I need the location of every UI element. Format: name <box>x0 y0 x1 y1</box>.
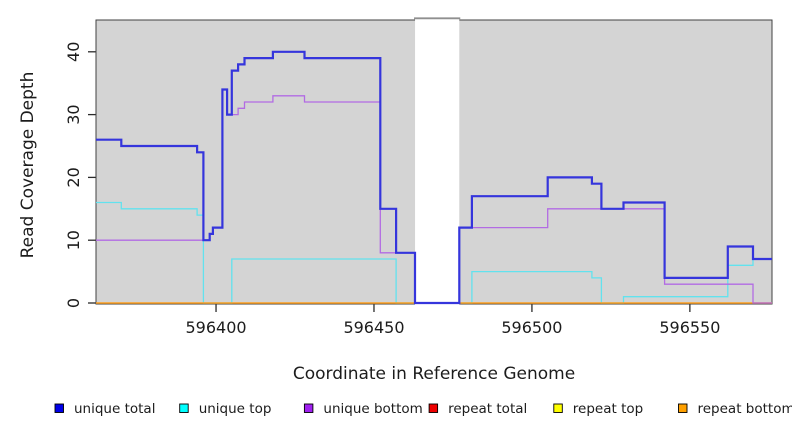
legend-label: unique top <box>199 401 272 417</box>
legend-label: repeat top <box>573 401 643 417</box>
y-tick-label: 20 <box>64 167 83 187</box>
legend-label: repeat total <box>448 401 527 417</box>
x-axis-title: Coordinate in Reference Genome <box>293 364 575 384</box>
legend-swatch-icon <box>429 404 438 413</box>
legend-swatch-icon <box>679 404 688 413</box>
legend-label: unique bottom <box>323 401 422 417</box>
legend-swatch-icon <box>554 404 563 413</box>
legend-item: unique top <box>180 401 272 417</box>
legend-item: repeat bottom <box>679 401 792 417</box>
x-tick-label: 596450 <box>343 318 404 337</box>
legend-item: unique bottom <box>304 401 422 417</box>
y-tick-label: 0 <box>64 298 83 308</box>
legend-label: unique total <box>74 401 155 417</box>
x-tick-label: 596400 <box>185 318 246 337</box>
y-tick-label: 10 <box>64 230 83 250</box>
legend-label: repeat bottom <box>698 401 792 417</box>
legend-swatch-icon <box>304 404 313 413</box>
legend-item: repeat total <box>429 401 527 417</box>
y-tick-label: 30 <box>64 104 83 124</box>
legend-swatch-icon <box>55 404 64 413</box>
legend-swatch-icon <box>180 404 189 413</box>
legend-item: unique total <box>55 401 155 417</box>
legend-item: repeat top <box>554 401 643 417</box>
masked-gap-region <box>415 20 459 306</box>
x-tick-label: 596550 <box>659 318 720 337</box>
x-tick-label: 596500 <box>501 318 562 337</box>
y-axis-title: Read Coverage Depth <box>18 72 38 259</box>
y-tick-label: 40 <box>64 42 83 62</box>
